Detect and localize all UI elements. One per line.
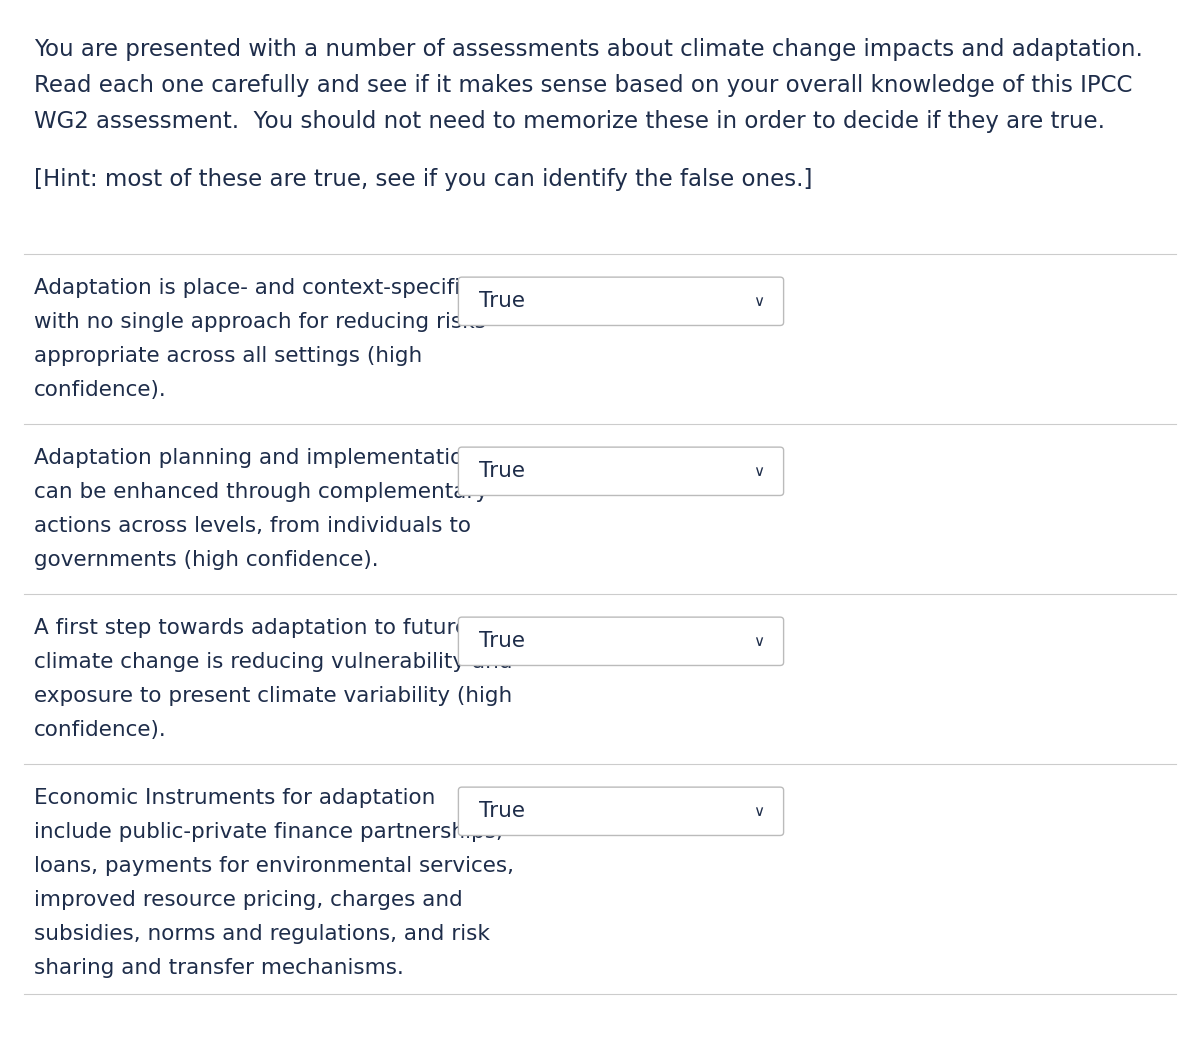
Text: ∨: ∨ xyxy=(752,804,764,819)
Text: True: True xyxy=(479,631,524,651)
Text: climate change is reducing vulnerability and: climate change is reducing vulnerability… xyxy=(34,652,512,672)
Text: True: True xyxy=(479,802,524,821)
Text: with no single approach for reducing risks: with no single approach for reducing ris… xyxy=(34,312,486,332)
Text: improved resource pricing, charges and: improved resource pricing, charges and xyxy=(34,890,462,910)
Text: confidence).: confidence). xyxy=(34,720,167,740)
Text: ∨: ∨ xyxy=(752,464,764,479)
Text: subsidies, norms and regulations, and risk: subsidies, norms and regulations, and ri… xyxy=(34,924,490,944)
Text: A first step towards adaptation to future: A first step towards adaptation to futur… xyxy=(34,618,468,638)
FancyBboxPatch shape xyxy=(458,447,784,496)
Text: sharing and transfer mechanisms.: sharing and transfer mechanisms. xyxy=(34,958,403,978)
Text: You are presented with a number of assessments about climate change impacts and : You are presented with a number of asses… xyxy=(34,38,1142,61)
Text: Adaptation is place- and context-specific,: Adaptation is place- and context-specifi… xyxy=(34,278,479,298)
Text: [Hint: most of these are true, see if you can identify the false ones.]: [Hint: most of these are true, see if yo… xyxy=(34,168,812,191)
Text: can be enhanced through complementary: can be enhanced through complementary xyxy=(34,482,487,502)
Text: True: True xyxy=(479,291,524,311)
FancyBboxPatch shape xyxy=(458,617,784,666)
Text: include public-private finance partnerships,: include public-private finance partnersh… xyxy=(34,822,503,842)
Text: Economic Instruments for adaptation: Economic Instruments for adaptation xyxy=(34,788,434,808)
Text: appropriate across all settings (high: appropriate across all settings (high xyxy=(34,346,422,366)
Text: Read each one carefully and see if it makes sense based on your overall knowledg: Read each one carefully and see if it ma… xyxy=(34,74,1132,97)
Text: governments (high confidence).: governments (high confidence). xyxy=(34,550,378,570)
FancyBboxPatch shape xyxy=(458,787,784,836)
FancyBboxPatch shape xyxy=(458,277,784,325)
Text: confidence).: confidence). xyxy=(34,380,167,400)
Text: True: True xyxy=(479,461,524,481)
Text: Adaptation planning and implementation: Adaptation planning and implementation xyxy=(34,448,476,468)
Text: loans, payments for environmental services,: loans, payments for environmental servic… xyxy=(34,856,514,876)
Text: ∨: ∨ xyxy=(752,634,764,649)
Text: exposure to present climate variability (high: exposure to present climate variability … xyxy=(34,686,512,706)
Text: WG2 assessment.  You should not need to memorize these in order to decide if the: WG2 assessment. You should not need to m… xyxy=(34,110,1104,133)
Text: actions across levels, from individuals to: actions across levels, from individuals … xyxy=(34,516,470,536)
Text: ∨: ∨ xyxy=(752,294,764,309)
